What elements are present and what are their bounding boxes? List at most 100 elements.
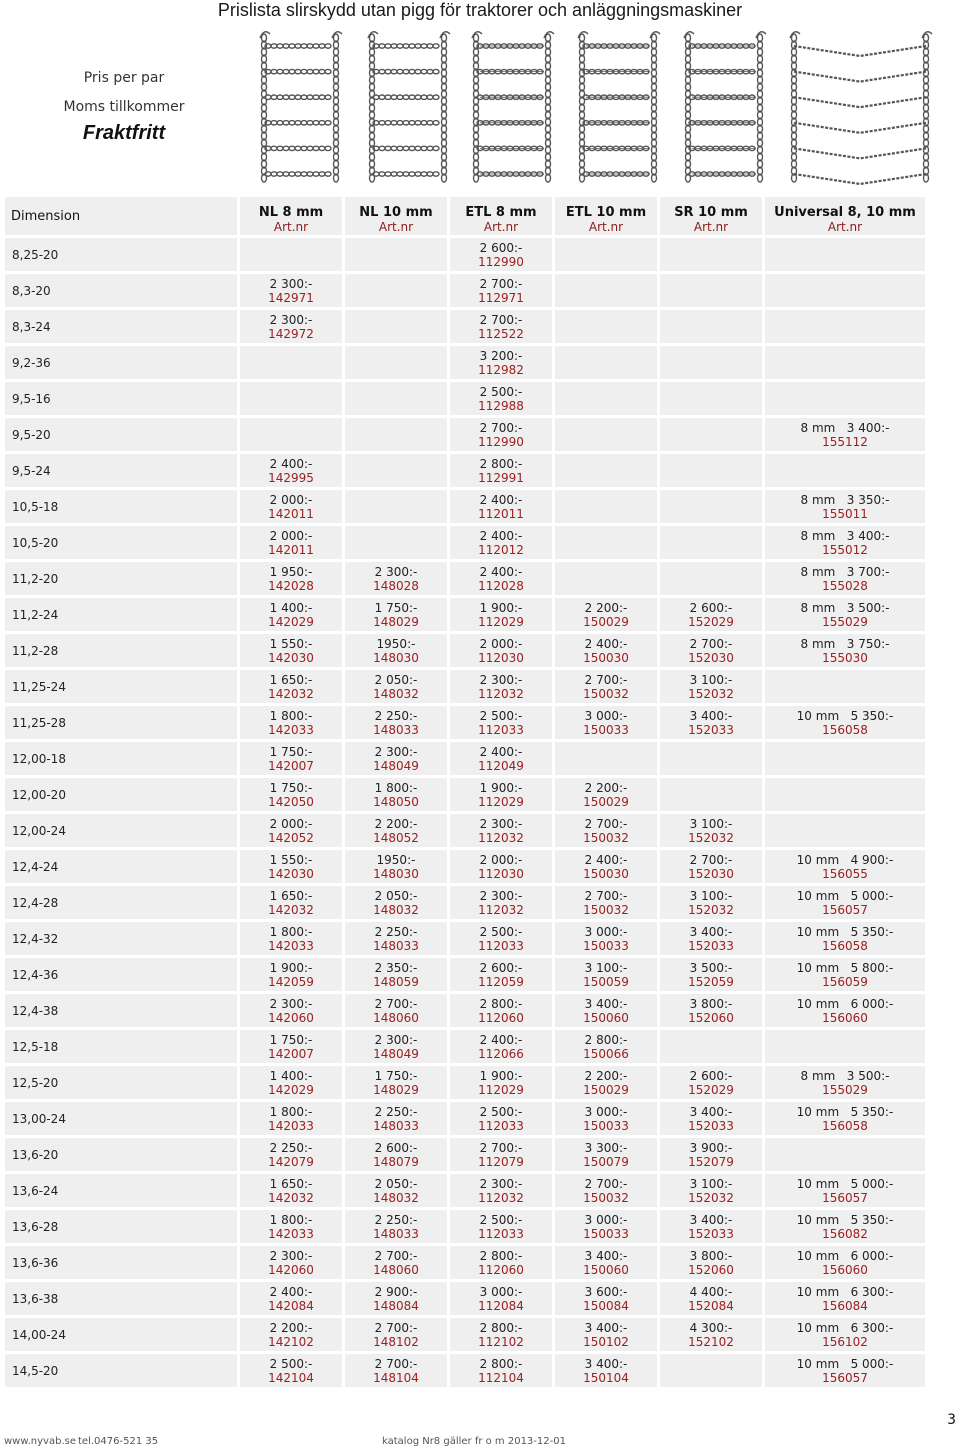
price-text: 2 300:-	[269, 276, 313, 291]
article-number: 112032	[478, 686, 524, 701]
price-cell: 1 800:- 142033	[240, 706, 342, 739]
price-text: 1 800:-	[269, 1104, 313, 1119]
article-number: 152060	[688, 1010, 734, 1025]
price-text: 3 100:-	[584, 960, 628, 975]
price-text: 2 600:-	[479, 960, 523, 975]
price-text: 2 700:-	[479, 312, 523, 327]
price-cell	[660, 778, 762, 811]
price-cell: 1 750:- 148029	[345, 1066, 447, 1099]
price-cell: 8 mm 3 750:- 155030	[765, 634, 925, 667]
price-cell	[555, 526, 657, 559]
price-cell: 2 700:- 148104	[345, 1354, 447, 1387]
price-cell	[555, 346, 657, 379]
table-row: 9,5-24 2 400:- 142995 2 800:- 112991	[5, 454, 925, 487]
column-header: ETL 8 mm Art.nr	[450, 197, 552, 235]
price-cell	[555, 562, 657, 595]
price-cell: 1 650:- 142032	[240, 670, 342, 703]
table-row: 11,2-24 1 400:- 142029 1 750:- 148029 1 900:-…	[5, 598, 925, 631]
price-cell	[765, 742, 925, 775]
price-cell: 2 000:- 142052	[240, 814, 342, 847]
price-text: 10 mm 5 350:-	[796, 924, 894, 939]
price-cell: 3 100:- 152032	[660, 1174, 762, 1207]
article-number: 142030	[268, 866, 314, 881]
price-cell: 3 100:- 152032	[660, 670, 762, 703]
price-cell	[345, 382, 447, 415]
column-header: ETL 10 mm Art.nr	[555, 197, 657, 235]
price-text: 2 200:-	[269, 1320, 313, 1335]
page-number: 3	[947, 1412, 956, 1428]
price-text: 2 050:-	[374, 888, 418, 903]
price-cell	[555, 274, 657, 307]
price-cell	[765, 346, 925, 379]
price-cell: 10 mm 5 350:- 156058	[765, 706, 925, 739]
dimension-cell: 11,25-24	[5, 670, 237, 703]
article-number: 142033	[268, 938, 314, 953]
dimension-cell: 12,4-28	[5, 886, 237, 919]
price-cell: 3 000:- 150033	[555, 1210, 657, 1243]
price-text: 3 000:-	[584, 1104, 628, 1119]
price-text: 10 mm 5 000:-	[796, 1176, 894, 1191]
price-text: 2 700:-	[479, 1140, 523, 1155]
price-text: 3 400:-	[689, 924, 733, 939]
article-number: 155029	[822, 614, 868, 629]
price-cell: 3 400:- 152033	[660, 922, 762, 955]
article-number: 112971	[478, 290, 524, 305]
dimension-cell: 9,2-36	[5, 346, 237, 379]
price-cell: 10 mm 5 350:- 156082	[765, 1210, 925, 1243]
price-cell: 8 mm 3 400:- 155112	[765, 418, 925, 451]
price-text: 1 650:-	[269, 672, 313, 687]
price-text: 2 500:-	[479, 1104, 523, 1119]
article-number: 155112	[822, 434, 868, 449]
article-number: 112990	[478, 254, 524, 269]
chain-etl8-image	[462, 28, 562, 186]
price-cell	[555, 418, 657, 451]
price-text: 2 700:-	[584, 1176, 628, 1191]
article-number: 152084	[688, 1298, 734, 1313]
article-number: 112030	[478, 866, 524, 881]
article-number: 150066	[583, 1046, 629, 1061]
article-number: 152029	[688, 614, 734, 629]
article-number: 112990	[478, 434, 524, 449]
article-number: 150030	[583, 866, 629, 881]
article-number: 150033	[583, 938, 629, 953]
article-number: 150104	[583, 1370, 629, 1385]
article-number: 142995	[268, 470, 314, 485]
price-text: 4 400:-	[689, 1284, 733, 1299]
price-cell	[555, 742, 657, 775]
article-number: 112029	[478, 794, 524, 809]
article-number: 112011	[478, 506, 524, 521]
article-number: 150084	[583, 1298, 629, 1313]
table-row: 10,5-20 2 000:- 142011 2 400:- 112012 8 mm 3 …	[5, 526, 925, 559]
price-text: 8 mm 3 500:-	[800, 600, 890, 615]
price-cell	[345, 490, 447, 523]
price-text: 1 900:-	[269, 960, 313, 975]
price-text: 8 mm 3 750:-	[800, 636, 890, 651]
article-number: 152032	[688, 686, 734, 701]
article-number: 150060	[583, 1010, 629, 1025]
article-number: 152032	[688, 830, 734, 845]
price-cell	[660, 382, 762, 415]
price-cell: 2 700:- 148060	[345, 1246, 447, 1279]
article-number: 112012	[478, 542, 524, 557]
price-text: 2 200:-	[374, 816, 418, 831]
article-number: 150033	[583, 1118, 629, 1133]
price-cell	[765, 1030, 925, 1063]
price-text: 2 800:-	[584, 1032, 628, 1047]
price-text: 2 250:-	[374, 1104, 418, 1119]
price-text: 2 800:-	[479, 456, 523, 471]
table-row: 8,3-20 2 300:- 142971 2 700:- 112971	[5, 274, 925, 307]
price-cell: 3 400:- 150104	[555, 1354, 657, 1387]
price-cell	[555, 454, 657, 487]
price-cell: 2 300:- 112032	[450, 670, 552, 703]
price-text: 2 500:-	[479, 924, 523, 939]
price-text: 10 mm 6 300:-	[796, 1320, 894, 1335]
article-number: 148052	[373, 830, 419, 845]
price-cell	[765, 670, 925, 703]
price-cell: 1 400:- 142029	[240, 598, 342, 631]
price-text: 2 300:-	[374, 564, 418, 579]
price-cell: 2 200:- 150029	[555, 598, 657, 631]
price-cell: 1 650:- 142032	[240, 886, 342, 919]
price-cell: 10 mm 5 800:- 156059	[765, 958, 925, 991]
price-cell: 3 400:- 152033	[660, 1210, 762, 1243]
price-cell: 2 050:- 148032	[345, 670, 447, 703]
